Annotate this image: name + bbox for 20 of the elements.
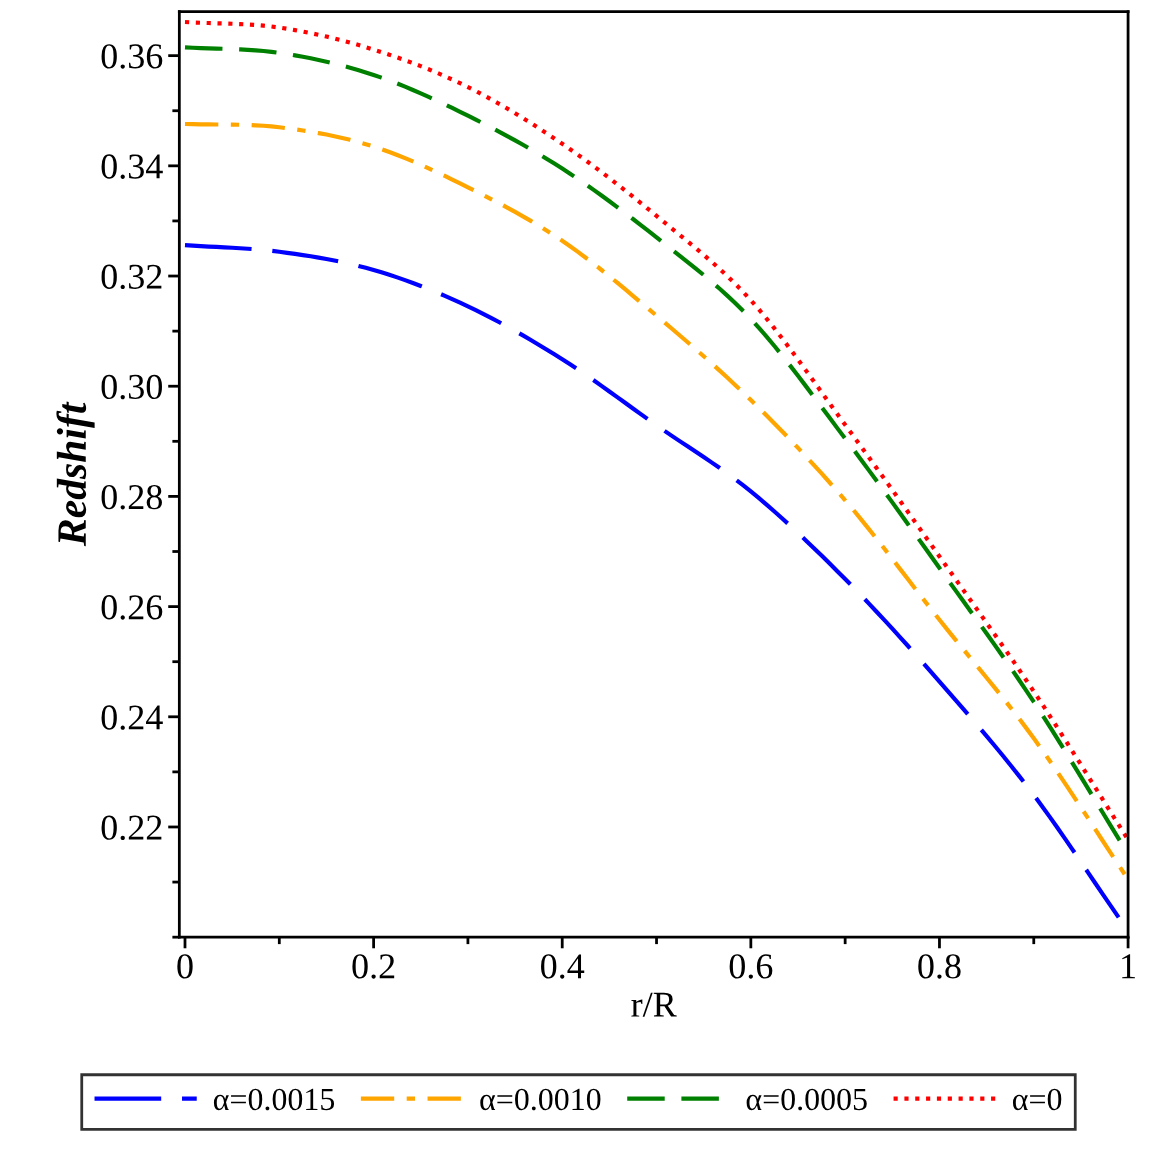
x-tick-label: 0.2 <box>352 954 395 979</box>
legend-label: α=0.0015 <box>213 1088 335 1111</box>
x-tick-label: 0.8 <box>918 954 961 979</box>
legend-label: α=0.0005 <box>746 1088 867 1111</box>
legend-label: α=0 <box>1012 1088 1062 1111</box>
y-tick-label: 0.34 <box>101 154 163 179</box>
x-tick-label: 0 <box>177 954 193 979</box>
y-tick-label: 0.24 <box>101 705 163 730</box>
legend-label: α=0.0010 <box>480 1088 601 1111</box>
x-tick-label: 0.6 <box>729 954 773 979</box>
x-tick-label: 1 <box>1122 954 1135 979</box>
y-tick-label: 0.30 <box>101 374 162 400</box>
x-tick-label: 0.4 <box>541 954 585 979</box>
y-tick-label: 0.28 <box>101 484 162 510</box>
y-tick-label: 0.26 <box>101 595 163 620</box>
y-axis-title: Redshift <box>56 401 95 547</box>
y-tick-label: 0.36 <box>101 44 163 69</box>
x-axis-title: r/R <box>631 992 677 1017</box>
y-tick-label: 0.32 <box>101 264 162 290</box>
y-tick-label: 0.22 <box>101 815 162 841</box>
